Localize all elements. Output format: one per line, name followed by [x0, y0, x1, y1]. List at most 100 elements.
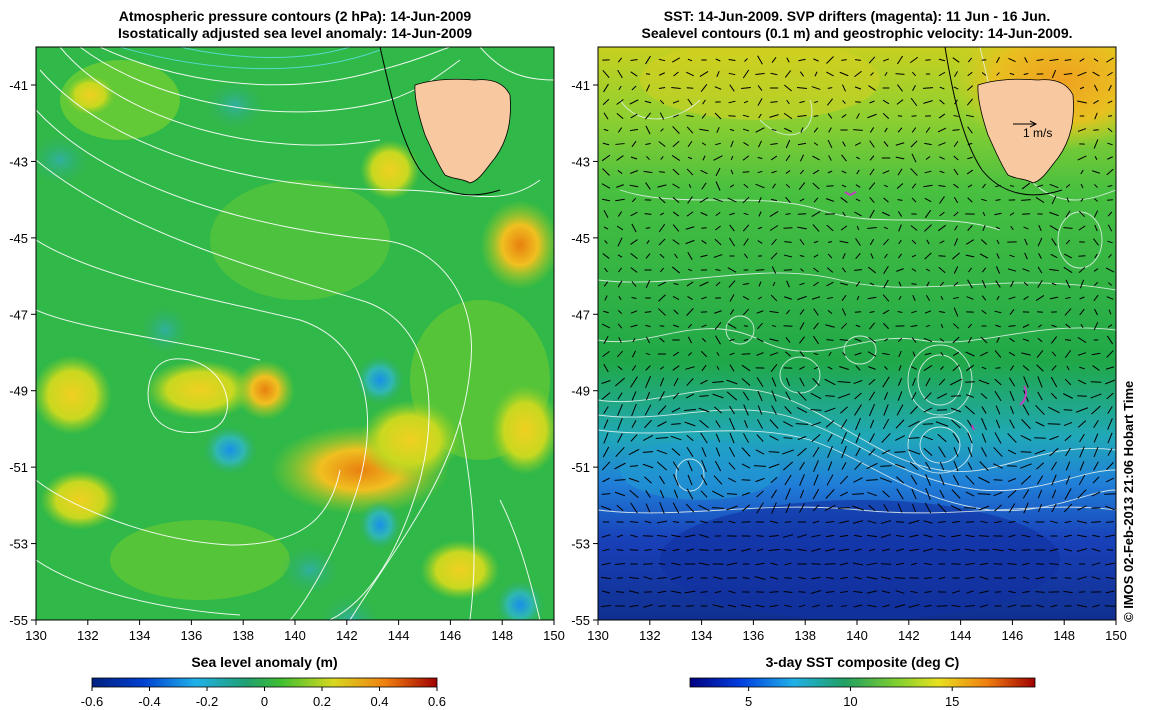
velocity-vector [953, 155, 959, 161]
velocity-vector [868, 337, 876, 343]
velocity-vector [940, 352, 944, 356]
velocity-vector [1107, 211, 1113, 217]
velocity-vector [1108, 84, 1112, 92]
velocity-vector [911, 254, 917, 258]
velocity-vector [1107, 100, 1113, 104]
velocity-vector [869, 100, 875, 104]
velocity-vector [645, 84, 651, 92]
velocity-vector [1079, 461, 1085, 471]
velocity-vector [1022, 365, 1030, 371]
velocity-vector [630, 267, 638, 273]
velocity-vector [1062, 393, 1074, 399]
velocity-vector [1020, 451, 1032, 453]
velocity-vector [813, 322, 819, 330]
colorbar-tick-label: -0.6 [81, 694, 103, 709]
velocity-vector [644, 112, 652, 120]
velocity-vector [715, 211, 721, 217]
velocity-vector [744, 420, 748, 428]
velocity-vector [785, 154, 791, 162]
velocity-vector [713, 576, 723, 580]
velocity-vector [799, 366, 805, 370]
velocity-vector [1035, 295, 1045, 301]
velocity-vector [938, 185, 946, 187]
velocity-vector [630, 239, 638, 245]
velocity-vector [644, 548, 652, 552]
velocity-vector [882, 604, 890, 608]
velocity-vector [742, 308, 750, 316]
velocity-vector [799, 255, 805, 257]
velocity-vector [939, 156, 945, 160]
velocity-vector [882, 376, 890, 388]
velocity-vector [1007, 449, 1017, 455]
velocity-vector [771, 377, 777, 387]
velocity-vector [643, 563, 653, 565]
velocity-vector [657, 590, 667, 594]
velocity-vector [994, 212, 1002, 216]
velocity-vector [855, 156, 861, 160]
right-title-line1: SST: 14-Jun-2009. SVP drifters (magenta)… [663, 8, 1051, 24]
velocity-vector [784, 562, 792, 566]
velocity-vector [1079, 433, 1085, 443]
velocity-vector [925, 295, 931, 301]
velocity-vector [953, 115, 959, 117]
velocity-vector [912, 351, 916, 357]
velocity-vector [855, 184, 861, 188]
velocity-vector [980, 604, 988, 608]
velocity-vector [953, 307, 959, 317]
velocity-vector [813, 335, 819, 345]
velocity-vector [797, 295, 807, 301]
velocity-vector [673, 71, 679, 77]
velocity-vector [964, 604, 976, 608]
velocity-vector [630, 376, 638, 388]
velocity-vector [1107, 142, 1113, 146]
velocity-vector [953, 281, 959, 287]
velocity-vector [630, 71, 638, 77]
velocity-vector [854, 461, 862, 471]
velocity-vector [1077, 336, 1087, 344]
velocity-vector [615, 143, 625, 145]
velocity-vector [967, 462, 973, 470]
x-tick-label: 150 [1105, 628, 1127, 643]
velocity-vector [1064, 308, 1072, 316]
velocity-vector [659, 325, 665, 327]
velocity-vector [1077, 379, 1087, 385]
velocity-vector [729, 294, 735, 302]
velocity-vector [882, 113, 890, 119]
velocity-vector [658, 87, 666, 89]
velocity-vector [981, 406, 987, 414]
velocity-vector [1093, 58, 1099, 62]
velocity-vector [867, 296, 877, 300]
velocity-vector [1007, 604, 1017, 608]
velocity-vector [729, 224, 735, 232]
velocity-vector [618, 296, 622, 300]
velocity-vector [938, 311, 946, 313]
velocity-vector [628, 448, 640, 456]
velocity-vector [981, 366, 987, 370]
velocity-vector [796, 407, 808, 413]
colorbar-tick-label: 0.6 [428, 694, 446, 709]
velocity-vector [671, 266, 681, 274]
velocity-vector [1036, 534, 1044, 538]
velocity-vector [716, 127, 720, 133]
velocity-vector [1091, 548, 1101, 552]
velocity-vector [828, 127, 832, 133]
velocity-vector [824, 378, 836, 386]
velocity-vector [671, 407, 681, 413]
velocity-vector [951, 489, 961, 499]
velocity-vector [811, 576, 821, 580]
velocity-vector [924, 310, 932, 314]
velocity-vector [617, 127, 623, 133]
velocity-vector [1009, 212, 1015, 216]
velocity-vector [659, 99, 665, 105]
velocity-vector [631, 197, 637, 203]
velocity-vector [812, 488, 820, 500]
y-tick-label: -45 [9, 231, 28, 246]
velocity-vector [646, 155, 650, 161]
velocity-vector [1063, 503, 1073, 513]
velocity-vector [698, 407, 710, 413]
velocity-vector [996, 56, 1000, 64]
velocity-vector [938, 534, 946, 538]
velocity-vector [1008, 351, 1016, 357]
velocity-vector [615, 446, 625, 458]
velocity-vector [966, 590, 974, 594]
